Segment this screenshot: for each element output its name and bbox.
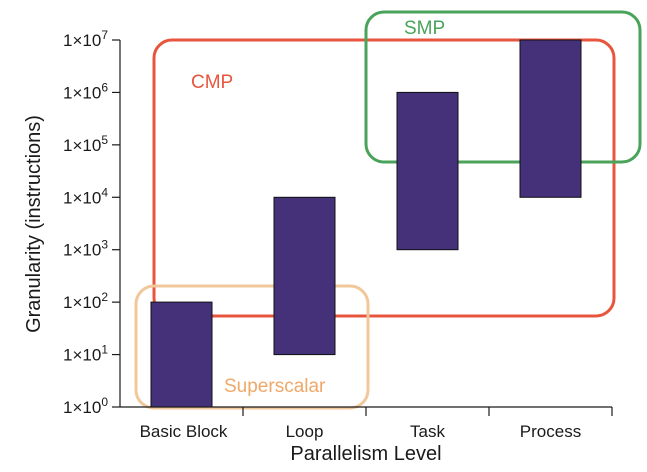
y-tick-exponent: 2 [101, 290, 108, 304]
y-tick-exponent: 3 [101, 238, 108, 252]
y-tick-label: 1×100 [63, 395, 108, 417]
region-superscalar [134, 284, 370, 410]
x-tick-label-basic-block: Basic Block [140, 422, 228, 441]
x-axis-title: Parallelism Level [290, 443, 441, 465]
y-tick-exponent: 1 [101, 343, 108, 357]
bar-loop [273, 196, 336, 356]
y-axis-title: Granularity (instructions) [23, 115, 45, 333]
bar-process [519, 39, 582, 198]
region-label-cmp: CMP [191, 72, 233, 93]
region-smp [364, 10, 642, 164]
y-ticks-group: 1×100 1×101 1×102 1×103 1×104 1×105 1×106 1×107 [63, 28, 120, 417]
y-tick-label: 1×101 [63, 343, 108, 365]
y-tick-label: 1×103 [63, 238, 108, 260]
region-cmp [152, 38, 616, 318]
bar-task [396, 91, 459, 251]
bars-group [150, 39, 582, 408]
y-tick-exponent: 0 [101, 395, 108, 409]
region-label-smp: SMP [404, 18, 445, 39]
y-tick-exponent: 4 [101, 185, 108, 199]
y-tick-label: 1×104 [63, 185, 108, 207]
x-ticks-group: Basic Block Loop Task Process [140, 407, 613, 441]
y-tick-label: 1×102 [63, 290, 108, 312]
x-tick-label-loop: Loop [286, 422, 324, 441]
y-tick-label: 1×107 [63, 28, 108, 50]
bar-basic-block [150, 301, 213, 408]
y-tick-exponent: 7 [101, 28, 108, 42]
y-tick-exponent: 5 [101, 133, 108, 147]
y-tick-label: 1×105 [63, 133, 108, 155]
region-label-superscalar: Superscalar [224, 376, 326, 397]
x-tick-label-process: Process [520, 422, 581, 441]
x-tick-label-task: Task [410, 422, 445, 441]
y-tick-exponent: 6 [101, 80, 108, 94]
y-tick-label: 1×106 [63, 80, 108, 102]
